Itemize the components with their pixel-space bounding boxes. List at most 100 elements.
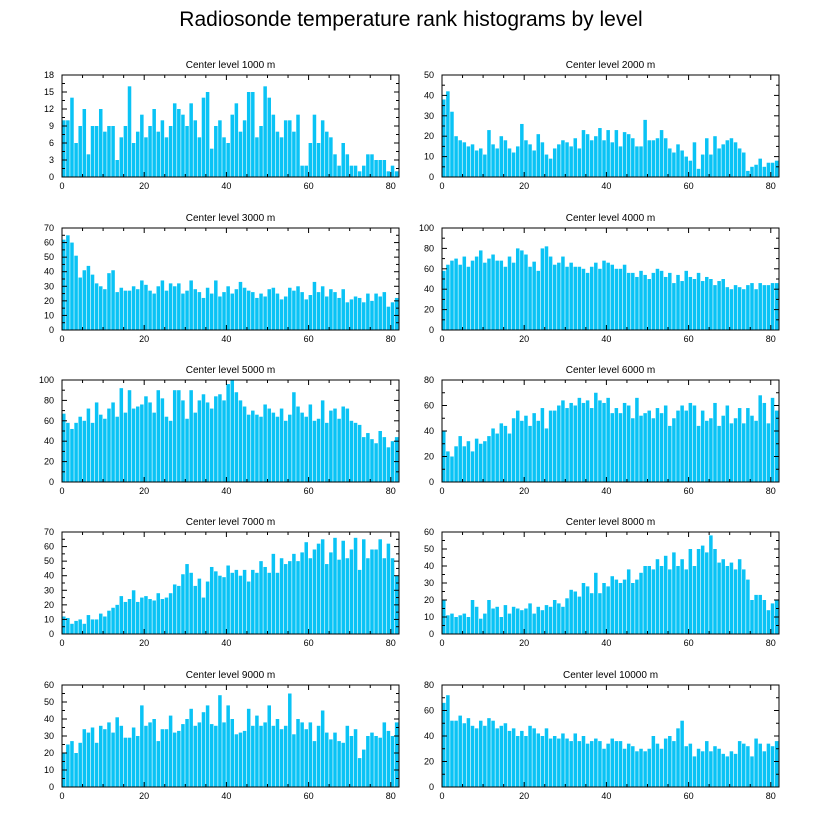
histogram-bar: [631, 746, 635, 787]
histogram-bar: [552, 264, 557, 330]
histogram-bar: [754, 164, 758, 177]
histogram-bar: [585, 400, 590, 482]
histogram-bar: [283, 296, 288, 330]
histogram-bar: [98, 286, 103, 330]
histogram-bar: [713, 549, 717, 634]
y-tick-label: 60: [424, 527, 434, 537]
histogram-bar: [296, 561, 300, 634]
histogram-bar: [688, 743, 693, 787]
histogram-bar: [172, 103, 177, 177]
histogram-bar: [548, 738, 553, 787]
histogram-bar: [483, 725, 487, 787]
y-tick-label: 6: [49, 138, 54, 148]
histogram-bar: [676, 566, 680, 634]
histogram-bar: [622, 132, 627, 177]
histogram-bar: [536, 420, 541, 482]
histogram-bar: [177, 109, 181, 177]
histogram-bar: [577, 148, 582, 177]
histogram-bar: [635, 146, 639, 177]
x-tick-label: 80: [766, 486, 776, 496]
histogram-bar: [491, 254, 495, 330]
histogram-bar: [483, 613, 487, 634]
histogram-bar: [304, 299, 308, 330]
histogram-bar: [374, 160, 378, 177]
histogram-bar: [62, 120, 66, 177]
y-tick-label: 20: [424, 757, 434, 767]
histogram-bar: [288, 287, 292, 330]
histogram-bar: [341, 143, 345, 177]
histogram-bar: [515, 410, 520, 482]
histogram-bar: [721, 144, 725, 177]
panel-title: Center level 2000 m: [566, 60, 656, 71]
histogram-bar: [357, 424, 362, 482]
histogram-bar: [594, 262, 598, 330]
histogram-bar: [168, 283, 173, 330]
histogram-bar: [300, 722, 304, 787]
histogram-bar: [62, 239, 66, 330]
histogram-bar: [279, 299, 284, 330]
histogram-bar: [70, 97, 74, 177]
histogram-bar: [540, 610, 545, 634]
histogram-bar: [181, 400, 185, 482]
histogram-bar: [86, 154, 91, 177]
histogram-bar: [577, 596, 582, 634]
histogram-bar: [458, 615, 462, 634]
histogram-bar: [201, 297, 206, 330]
histogram-bar: [103, 289, 107, 330]
histogram-bar: [209, 408, 214, 482]
histogram-bar: [255, 137, 259, 177]
histogram-bar: [528, 603, 532, 634]
histogram-bar: [725, 140, 730, 177]
histogram-bar: [462, 613, 467, 634]
histogram-bar: [733, 142, 738, 177]
histogram-bar: [66, 744, 70, 787]
histogram-bar: [487, 436, 491, 482]
histogram-bar: [520, 610, 524, 634]
histogram-bar: [197, 722, 202, 787]
histogram-bar: [470, 725, 475, 787]
histogram-bar: [341, 540, 345, 634]
histogram-bar: [626, 134, 631, 177]
histogram-bar: [700, 154, 705, 177]
panel-2: Center level 2000 m 0 20 40 60 80 0 10 20 30 40 50: [424, 60, 780, 191]
histogram-bar: [450, 456, 454, 482]
histogram-bar: [160, 398, 165, 482]
histogram-bar: [626, 405, 631, 482]
histogram-bar: [209, 293, 214, 330]
histogram-bar: [283, 564, 288, 634]
y-tick-label: 10: [424, 152, 434, 162]
histogram-bar: [168, 593, 173, 634]
histogram-bar: [520, 420, 524, 482]
histogram-bar: [362, 749, 366, 787]
x-tick-label: 60: [304, 791, 314, 801]
histogram-bar: [279, 137, 284, 177]
histogram-bar: [668, 425, 672, 482]
histogram-bar: [758, 158, 762, 177]
histogram-bar: [700, 281, 705, 330]
histogram-bar: [561, 400, 565, 482]
x-tick-label: 20: [519, 334, 529, 344]
histogram-bar: [337, 165, 341, 177]
y-tick-label: 60: [44, 238, 54, 248]
histogram-bar: [370, 154, 374, 177]
histogram-bar: [140, 404, 144, 482]
y-tick-label: 30: [424, 111, 434, 121]
histogram-bar: [709, 535, 713, 634]
histogram-bar: [66, 235, 70, 330]
histogram-bar: [148, 402, 152, 482]
histogram-bar: [181, 574, 185, 634]
histogram-bar: [774, 160, 779, 177]
histogram-bar: [774, 283, 779, 330]
histogram-bar: [655, 408, 660, 482]
histogram-bar: [474, 728, 479, 787]
histogram-bar: [524, 608, 528, 634]
histogram-bar: [758, 743, 762, 787]
histogram-bar: [386, 543, 391, 634]
histogram-bar: [462, 142, 467, 177]
histogram-bar: [705, 741, 709, 787]
histogram-bar: [382, 558, 387, 634]
histogram-bar: [561, 733, 565, 787]
histogram-bar: [238, 281, 243, 330]
histogram-bar: [271, 725, 276, 787]
histogram-bar: [676, 274, 680, 330]
